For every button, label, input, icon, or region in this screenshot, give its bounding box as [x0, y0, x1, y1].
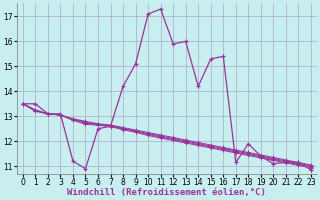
X-axis label: Windchill (Refroidissement éolien,°C): Windchill (Refroidissement éolien,°C) — [68, 188, 266, 197]
